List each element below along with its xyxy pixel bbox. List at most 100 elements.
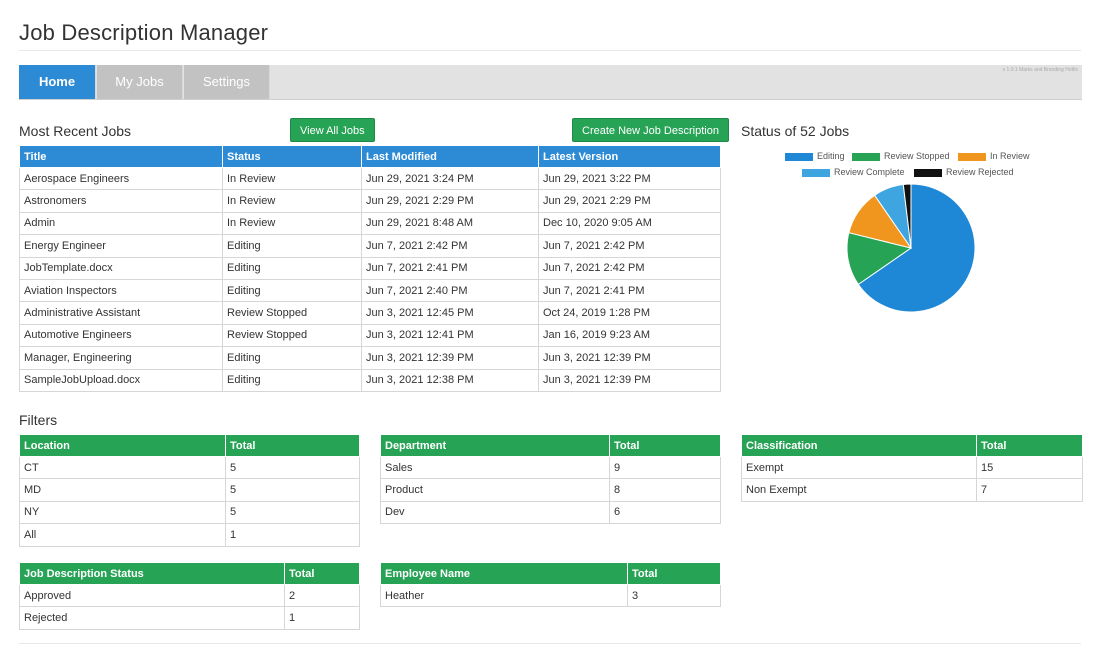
pie-slice[interactable] bbox=[857, 183, 976, 313]
filter-row[interactable]: NY 5 bbox=[19, 500, 360, 525]
legend-item[interactable]: Review Rejected bbox=[914, 167, 1014, 177]
table-cell: Review Stopped bbox=[222, 323, 362, 348]
table-cell[interactable]: JobTemplate.docx bbox=[19, 256, 223, 280]
table-row[interactable]: Aviation Inspectors Editing Jun 7, 2021 2:… bbox=[19, 278, 721, 303]
table-cell[interactable]: Automotive Engineers bbox=[19, 323, 223, 348]
filter-value[interactable]: Non Exempt bbox=[741, 478, 977, 502]
table-row[interactable]: Automotive Engineers Review Stopped Jun 3,… bbox=[19, 323, 721, 348]
filter-value[interactable]: Dev bbox=[380, 500, 610, 525]
filter-row[interactable]: Dev 6 bbox=[380, 500, 721, 525]
filter-count: 5 bbox=[225, 455, 360, 480]
table-row[interactable]: Manager, Engineering Editing Jun 3, 2021 1… bbox=[19, 346, 721, 370]
table-cell[interactable]: Aerospace Engineers bbox=[19, 166, 223, 191]
jd-status-filter-table: Job Description Status Total Approved 2 Reje… bbox=[19, 562, 360, 630]
legend-swatch bbox=[914, 168, 942, 177]
filter-row[interactable]: Rejected 1 bbox=[19, 606, 360, 630]
table-cell: In Review bbox=[222, 211, 362, 236]
filter-value[interactable]: MD bbox=[19, 478, 226, 502]
filter-value[interactable]: NY bbox=[19, 500, 226, 525]
filter-row[interactable]: Exempt 15 bbox=[741, 455, 1083, 480]
filter-value[interactable]: All bbox=[19, 523, 226, 547]
filter-value[interactable]: Rejected bbox=[19, 606, 285, 630]
pie-slice[interactable] bbox=[846, 232, 913, 286]
filter-row[interactable]: Heather 3 bbox=[380, 583, 721, 608]
table-row[interactable]: SampleJobUpload.docx Editing Jun 3, 2021 1… bbox=[19, 368, 721, 392]
table-cell[interactable]: Manager, Engineering bbox=[19, 346, 223, 370]
filter-column-header[interactable]: Classification bbox=[741, 434, 977, 457]
filter-row[interactable]: Non Exempt 7 bbox=[741, 478, 1083, 502]
table-cell[interactable]: Admin bbox=[19, 211, 223, 236]
table-cell[interactable]: Aviation Inspectors bbox=[19, 278, 223, 303]
table-cell: Editing bbox=[222, 256, 362, 280]
table-row[interactable]: Aerospace Engineers In Review Jun 29, 2021… bbox=[19, 166, 721, 191]
location-filter-table: Location Total CT 5 MD 5 NY 5 All 1 bbox=[19, 434, 360, 547]
tab-settings[interactable]: Settings bbox=[184, 65, 270, 99]
status-pie-chart: Editing Review Stopped In Review Review Com… bbox=[740, 143, 1082, 323]
filter-row[interactable]: Product 8 bbox=[380, 478, 721, 502]
table-cell: Jun 29, 2021 3:24 PM bbox=[361, 166, 539, 191]
col-title[interactable]: Title bbox=[19, 145, 223, 168]
filter-row[interactable]: MD 5 bbox=[19, 478, 360, 502]
filter-value[interactable]: Exempt bbox=[741, 455, 977, 480]
filter-row[interactable]: CT 5 bbox=[19, 455, 360, 480]
filter-row[interactable]: All 1 bbox=[19, 523, 360, 547]
total-column-header[interactable]: Total bbox=[976, 434, 1083, 457]
legend-label: Review Rejected bbox=[946, 167, 1014, 177]
filter-count: 1 bbox=[284, 606, 360, 630]
pie-slice[interactable] bbox=[902, 183, 912, 249]
col-status[interactable]: Status bbox=[222, 145, 362, 168]
filter-count: 5 bbox=[225, 500, 360, 525]
table-row[interactable]: JobTemplate.docx Editing Jun 7, 2021 2:41 … bbox=[19, 256, 721, 280]
table-row[interactable]: Admin In Review Jun 29, 2021 8:48 AM Dec 10… bbox=[19, 211, 721, 236]
table-cell[interactable]: Astronomers bbox=[19, 189, 223, 213]
filter-count: 3 bbox=[627, 583, 721, 608]
filter-value[interactable]: Approved bbox=[19, 583, 285, 608]
table-cell: Jun 29, 2021 2:29 PM bbox=[538, 189, 721, 213]
filter-value[interactable]: CT bbox=[19, 455, 226, 480]
table-row[interactable]: Administrative Assistant Review Stopped Ju… bbox=[19, 301, 721, 325]
col-last-modified[interactable]: Last Modified bbox=[361, 145, 539, 168]
pie-svg bbox=[846, 183, 976, 313]
col-latest-version[interactable]: Latest Version bbox=[538, 145, 721, 168]
total-column-header[interactable]: Total bbox=[609, 434, 721, 457]
legend-swatch bbox=[785, 152, 813, 161]
table-cell: Jun 29, 2021 3:22 PM bbox=[538, 166, 721, 191]
create-job-button[interactable]: Create New Job Description bbox=[572, 118, 729, 142]
filter-value[interactable]: Sales bbox=[380, 455, 610, 480]
legend-item[interactable]: Review Stopped bbox=[852, 151, 950, 161]
tab-home[interactable]: Home bbox=[19, 65, 96, 99]
legend-item[interactable]: Review Complete bbox=[802, 167, 905, 177]
table-cell[interactable]: SampleJobUpload.docx bbox=[19, 368, 223, 392]
filter-value[interactable]: Heather bbox=[380, 583, 628, 608]
total-column-header[interactable]: Total bbox=[225, 434, 360, 457]
table-cell: Jun 3, 2021 12:45 PM bbox=[361, 301, 539, 325]
filter-column-header[interactable]: Location bbox=[19, 434, 226, 457]
table-cell[interactable]: Administrative Assistant bbox=[19, 301, 223, 325]
filter-value[interactable]: Product bbox=[380, 478, 610, 502]
filter-column-header[interactable]: Job Description Status bbox=[19, 562, 285, 585]
filter-column-header[interactable]: Employee Name bbox=[380, 562, 628, 585]
filter-column-header[interactable]: Department bbox=[380, 434, 610, 457]
filter-count: 1 bbox=[225, 523, 360, 547]
table-cell: Jun 29, 2021 2:29 PM bbox=[361, 189, 539, 213]
table-row[interactable]: Astronomers In Review Jun 29, 2021 2:29 PM… bbox=[19, 189, 721, 213]
filter-row[interactable]: Approved 2 bbox=[19, 583, 360, 608]
legend-item[interactable]: In Review bbox=[958, 151, 1030, 161]
filter-count: 2 bbox=[284, 583, 360, 608]
table-cell: Jun 3, 2021 12:38 PM bbox=[361, 368, 539, 392]
legend-label: Review Stopped bbox=[884, 151, 950, 161]
view-all-jobs-button[interactable]: View All Jobs bbox=[290, 118, 375, 142]
table-cell: Jun 3, 2021 12:39 PM bbox=[538, 346, 721, 370]
tab-my-jobs[interactable]: My Jobs bbox=[97, 65, 183, 99]
legend-item[interactable]: Editing bbox=[785, 151, 845, 161]
table-cell: Jun 3, 2021 12:39 PM bbox=[538, 368, 721, 392]
table-cell: Jun 7, 2021 2:40 PM bbox=[361, 278, 539, 303]
legend-swatch bbox=[958, 152, 986, 161]
table-row[interactable]: Energy Engineer Editing Jun 7, 2021 2:42 P… bbox=[19, 234, 721, 258]
table-cell[interactable]: Energy Engineer bbox=[19, 234, 223, 258]
total-column-header[interactable]: Total bbox=[627, 562, 721, 585]
filter-row[interactable]: Sales 9 bbox=[380, 455, 721, 480]
total-column-header[interactable]: Total bbox=[284, 562, 360, 585]
table-cell: Editing bbox=[222, 346, 362, 370]
classification-filter-table: Classification Total Exempt 15 Non Exempt 7 bbox=[741, 434, 1083, 502]
